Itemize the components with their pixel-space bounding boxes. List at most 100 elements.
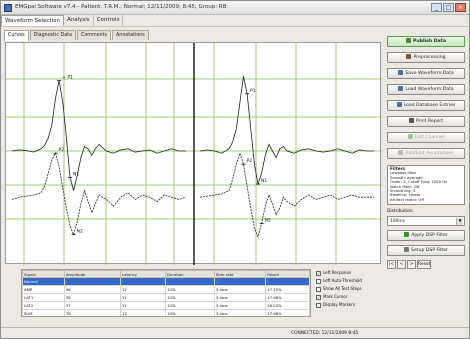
status-right: CONNECTED: 12/11/2009 8:45: [291, 331, 359, 336]
menu-waveform-selection[interactable]: Waveform Selection: [1, 15, 65, 26]
close-button[interactable]: ×: [455, 3, 466, 12]
checkbox-box[interactable]: [316, 302, 321, 308]
tab-annotations[interactable]: Annotations: [112, 30, 149, 40]
table-row[interactable]: AMP 36 12 10% 3.4ms 17.12%: [22, 285, 310, 294]
edit-channel-button[interactable]: Edit Channel: [387, 132, 465, 143]
load-waveform-label: Load Waveform Data: [405, 87, 454, 92]
waveform-plot[interactable]: + P1 N1 P2 N2 P1 N1 P2 N2: [5, 42, 382, 265]
column-header[interactable]: Signal: [22, 270, 65, 278]
checkbox-box[interactable]: ✓: [316, 270, 321, 276]
load-waveform-button[interactable]: Load Waveform Data: [387, 84, 465, 95]
filter-line: Order: 2, Cutoff Freq: 1000 Hz: [390, 179, 448, 185]
waveform-chart: + P1 N1 P2 N2 P1 N1 P2 N2: [6, 43, 382, 265]
table-cell: 3.4ms: [213, 309, 267, 316]
annotations-button[interactable]: Add/Edit Annotations: [387, 148, 465, 159]
table-cell: -: [213, 277, 267, 286]
first-button[interactable]: |<: [387, 260, 396, 269]
table-cell: 3.4ms: [213, 285, 267, 294]
print-report-button[interactable]: Print Report: [387, 116, 465, 127]
table-cell: 17.12%: [265, 285, 310, 294]
table-cell: 3.4ms: [213, 301, 267, 310]
window-title: EMGpal Software v7.4 - Patient: T.R.M.; …: [15, 4, 227, 10]
checkbox-auto-threshold[interactable]: Left Auto-Threshold: [316, 277, 384, 285]
table-cell: -: [120, 277, 167, 286]
minimize-button[interactable]: _: [431, 3, 442, 12]
menu-controls[interactable]: Controls: [94, 15, 124, 26]
maximize-button[interactable]: □: [443, 3, 454, 12]
table-row[interactable]: Normal - - - - -: [22, 277, 310, 286]
distribution-value: 100ms: [390, 219, 405, 224]
title-bar: EMGpal Software v7.4 - Patient: T.R.M.; …: [1, 1, 469, 15]
checkbox-display-markers[interactable]: Display Markers: [316, 301, 384, 309]
checkbox-label: Display Markers: [323, 302, 355, 307]
peak-marker-label: P1: [250, 88, 256, 94]
waveform-trace: [199, 151, 374, 239]
nav-controls: |< < > Reset: [387, 260, 467, 270]
filter-line: Smoothing: 3: [390, 188, 416, 194]
table-cell: AMP: [22, 285, 65, 294]
menu-analysis[interactable]: Analysis: [64, 15, 94, 26]
checkbox-left-response[interactable]: ✓ Left Response: [316, 269, 384, 277]
peak-marker-label: N2: [265, 218, 271, 224]
setup-dsp-button[interactable]: Setup DSP Filter: [387, 245, 465, 256]
annotation-icon: [398, 150, 404, 155]
table-cell: 11: [120, 301, 167, 310]
table-cell: 17.98%: [265, 293, 310, 302]
peak-marker-label: N1: [261, 178, 267, 184]
distribution-select[interactable]: 100ms ▼: [387, 216, 465, 226]
peak-marker-label: N1: [73, 171, 79, 177]
next-button[interactable]: >: [407, 260, 416, 269]
save-icon: [398, 70, 404, 75]
table-cell: LAT2: [22, 301, 65, 310]
publish-data-button[interactable]: Publish Data: [387, 36, 465, 47]
checkbox-label: Show All Test Steps: [323, 286, 362, 291]
tools-icon: [406, 54, 412, 59]
load-database-button[interactable]: Load Database Entries: [387, 100, 465, 111]
peak-marker-label: P2: [59, 147, 65, 153]
checkbox-mark-cursor[interactable]: ✓ Mark Cursor: [316, 293, 384, 301]
peak-marker-label: P2: [247, 158, 253, 164]
column-header[interactable]: Stim rate: [213, 270, 267, 278]
filters-title: Filters: [390, 166, 406, 171]
filter-line: Lowpass filter: [390, 170, 417, 176]
save-waveform-button[interactable]: Save Waveform Data: [387, 68, 465, 79]
table-cell: 11: [120, 293, 167, 302]
preprocessing-button[interactable]: Preprocessing: [387, 52, 465, 63]
checkbox-show-all-steps[interactable]: Show All Test Steps: [316, 285, 384, 293]
peak-marker-label: N2: [77, 229, 83, 235]
table-row[interactable]: LAT1 38 11 10% 3.4ms 17.98%: [22, 293, 310, 302]
tab-curves[interactable]: Curves: [4, 30, 29, 41]
chevron-down-icon: ▼: [456, 218, 463, 225]
column-header[interactable]: Duration: [165, 270, 215, 278]
checkbox-label: Left Response: [323, 270, 352, 275]
publish-data-label: Publish Data: [413, 39, 446, 44]
table-row[interactable]: LAT2 37 11 10% 3.4ms 16.04%: [22, 301, 310, 310]
table-cell: 10%: [165, 285, 215, 294]
tab-comments[interactable]: Comments: [76, 30, 111, 40]
table-cell: 12: [120, 309, 167, 316]
table-cell: 12: [120, 285, 167, 294]
prev-button[interactable]: <: [397, 260, 406, 269]
apply-dsp-button[interactable]: Apply DSP Filter: [387, 230, 465, 241]
waveform-trace: [11, 152, 187, 236]
edit-channel-label: Edit Channel: [414, 135, 445, 140]
checkbox-box[interactable]: [316, 286, 321, 292]
table-cell: 16.04%: [265, 301, 310, 310]
column-header[interactable]: Amplitude: [63, 270, 122, 278]
save-waveform-label: Save Waveform Data: [405, 71, 454, 76]
options-panel: ✓ Left Response Left Auto-Threshold Show …: [316, 269, 384, 317]
subtab-bar: Curves Diagnostic Data Comments Annotati…: [4, 30, 150, 41]
column-header[interactable]: Result: [265, 270, 310, 278]
filter-line: Notch filter: Off: [390, 183, 420, 189]
results-table: Signal Amplitude Latency Duration Stim r…: [21, 269, 311, 317]
tab-diagnostic-data[interactable]: Diagnostic Data: [29, 30, 76, 40]
column-header[interactable]: Latency: [120, 270, 167, 278]
checkbox-box[interactable]: ✓: [316, 294, 321, 300]
table-cell: 3.4ms: [213, 293, 267, 302]
reset-button[interactable]: Reset: [417, 260, 431, 269]
checkbox-box[interactable]: [316, 278, 321, 284]
table-row[interactable]: SUM 78 12 10% 3.4ms 17.98%: [22, 309, 310, 316]
table-cell: 17.98%: [265, 309, 310, 316]
table-cell: 10%: [165, 301, 215, 310]
